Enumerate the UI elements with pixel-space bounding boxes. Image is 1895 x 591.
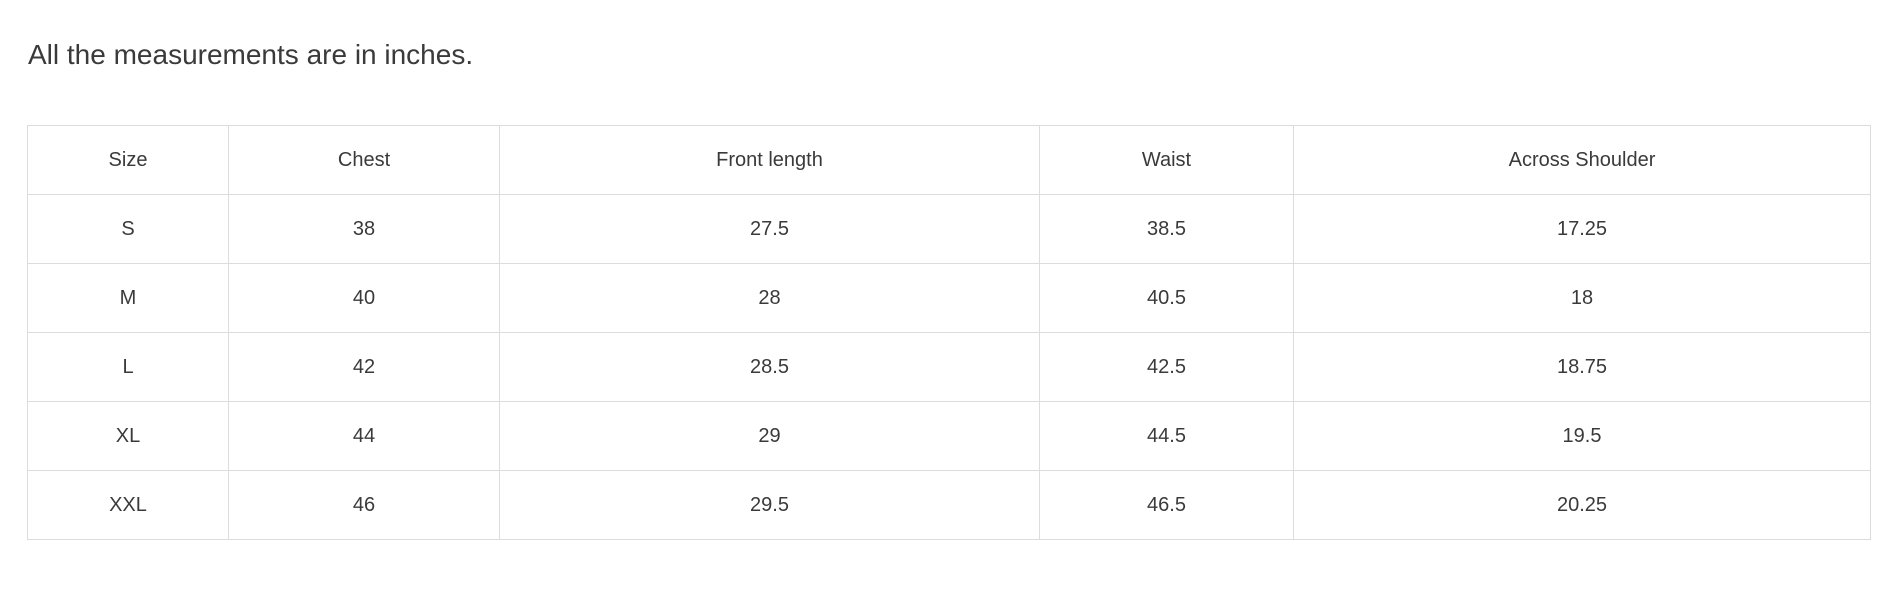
cell-front-length: 29.5 xyxy=(499,470,1040,540)
cell-chest: 44 xyxy=(228,401,500,471)
cell-front-length: 29 xyxy=(499,401,1040,471)
table-row: XL 44 29 44.5 19.5 xyxy=(27,401,1871,471)
cell-across-shoulder: 18.75 xyxy=(1293,332,1871,402)
cell-waist: 44.5 xyxy=(1039,401,1294,471)
table-row: M 40 28 40.5 18 xyxy=(27,263,1871,333)
header-size: Size xyxy=(27,125,229,195)
cell-chest: 40 xyxy=(228,263,500,333)
table-header: Size Chest Front length Waist Across Sho… xyxy=(27,125,1871,195)
cell-front-length: 28 xyxy=(499,263,1040,333)
cell-waist: 46.5 xyxy=(1039,470,1294,540)
cell-front-length: 27.5 xyxy=(499,194,1040,264)
header-front-length: Front length xyxy=(499,125,1040,195)
cell-size: XXL xyxy=(27,470,229,540)
size-chart-table: Size Chest Front length Waist Across Sho… xyxy=(27,125,1871,540)
table-row: XXL 46 29.5 46.5 20.25 xyxy=(27,470,1871,540)
cell-size: S xyxy=(27,194,229,264)
table-row: L 42 28.5 42.5 18.75 xyxy=(27,332,1871,402)
cell-front-length: 28.5 xyxy=(499,332,1040,402)
cell-across-shoulder: 19.5 xyxy=(1293,401,1871,471)
cell-across-shoulder: 20.25 xyxy=(1293,470,1871,540)
cell-size: M xyxy=(27,263,229,333)
table-row: S 38 27.5 38.5 17.25 xyxy=(27,194,1871,264)
cell-across-shoulder: 18 xyxy=(1293,263,1871,333)
cell-size: L xyxy=(27,332,229,402)
cell-chest: 46 xyxy=(228,470,500,540)
header-row: Size Chest Front length Waist Across Sho… xyxy=(27,125,1871,195)
header-chest: Chest xyxy=(228,125,500,195)
cell-waist: 42.5 xyxy=(1039,332,1294,402)
cell-waist: 38.5 xyxy=(1039,194,1294,264)
cell-chest: 38 xyxy=(228,194,500,264)
header-across-shoulder: Across Shoulder xyxy=(1293,125,1871,195)
measurement-note: All the measurements are in inches. xyxy=(28,39,474,70)
cell-waist: 40.5 xyxy=(1039,263,1294,333)
cell-size: XL xyxy=(27,401,229,471)
cell-across-shoulder: 17.25 xyxy=(1293,194,1871,264)
header-waist: Waist xyxy=(1039,125,1294,195)
cell-chest: 42 xyxy=(228,332,500,402)
table-body: S 38 27.5 38.5 17.25 M 40 28 40.5 18 L 4… xyxy=(27,194,1871,540)
